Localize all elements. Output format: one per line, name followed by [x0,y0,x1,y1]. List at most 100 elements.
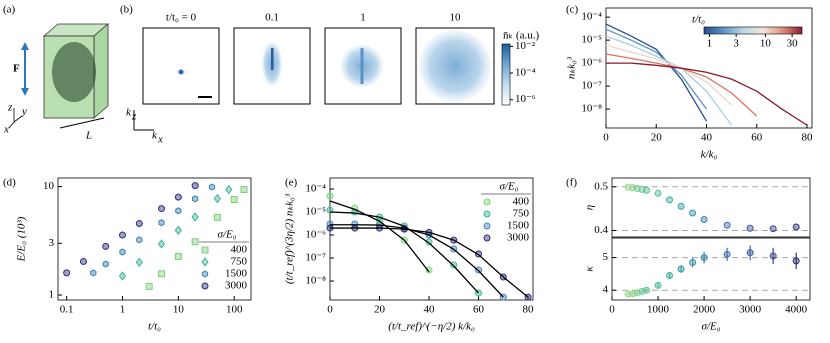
marker [746,224,754,232]
y-tick-label: 1 [49,289,55,301]
marker [157,239,166,249]
blob [178,69,184,75]
marker [666,196,674,204]
marker [118,231,126,239]
y-tick-label: 5 [603,251,609,263]
panel-a: (a) F L z y x [3,4,110,142]
y-axis-label: κ [584,266,596,272]
axis-label: x [157,134,163,146]
legend-label: 750 [231,256,248,268]
y-tick-label: 10⁻⁵ [305,206,326,218]
marker [643,286,651,294]
marker [483,234,491,242]
x-tick-label: 4000 [785,304,808,316]
plot-frame [611,237,811,301]
marker [654,189,662,197]
marker [201,282,209,290]
legend-label: 1500 [225,268,248,280]
axis-label: k [126,107,132,119]
marker [102,242,110,250]
colorbar [501,43,511,106]
image-title: t/t₀ = 0 [166,12,197,24]
x-axis-label: k/k₀ [701,149,718,161]
x-tick-label: 2000 [693,304,716,316]
y-tick-label: 10⁻⁶ [305,229,326,241]
colorbar-tick-label: 1 [707,38,713,50]
marker [174,225,182,236]
x-tick-label: 0 [327,304,333,316]
x-tick-label: 0.1 [60,304,74,316]
marker [746,249,754,257]
colorbar-label: n̄ₖ (a.u.) [503,30,539,42]
axis-label: k [152,130,158,142]
marker [677,265,685,273]
legend-title: σ/E₀ [217,229,236,241]
colorbar-label: t/t₀ [692,14,705,26]
series-line [606,62,808,126]
particle-cloud [52,42,96,102]
x-tick-label: 40 [424,304,436,316]
y-tick-label: 10⁻⁴ [581,11,602,23]
colorbar-tick-label: 10⁻² [515,40,536,52]
y-tick-label: 0.5 [594,180,608,192]
x-tick-label: 80 [523,304,535,316]
marker [213,193,222,204]
series-line [329,211,480,294]
image-frame [142,27,220,105]
y-tick-label: 10⁻⁷ [305,252,326,264]
colorbar-tick-label: 10⁻⁴ [515,67,536,79]
marker [643,186,651,194]
plot-frame [605,7,813,129]
colorbar-tick-label: 30 [787,38,799,50]
colorbar [703,26,803,35]
legend-label: 750 [513,208,530,220]
cube-side [93,23,109,119]
length-arrow [59,117,105,129]
marker [201,270,209,278]
series-line [605,23,708,122]
blob [419,30,491,102]
axis-label: z [7,102,13,114]
marker [240,186,248,194]
y-tick-label: 0.4 [594,224,608,236]
colorbar-tick-label: 10⁻⁶ [515,93,536,105]
legend-label: 400 [513,196,530,208]
x-tick-label: 100 [226,304,243,316]
x-axis-label: (t/t_ref)^(−η/2) k/k₀ [388,321,475,333]
legend-label: 400 [231,244,248,256]
blob [271,48,274,70]
y-tick-label: 10⁻⁵ [581,34,602,46]
x-tick-label: 40 [701,132,713,144]
axis-label: y [21,106,27,118]
x-tick-label: 60 [473,304,485,316]
x-tick-label: 60 [751,132,763,144]
marker [723,221,731,229]
marker [135,257,143,268]
y-axis-label: (t/t_ref)^(3η/2) nₖk₀³ [284,193,296,284]
panel-label: (b) [120,4,133,16]
marker [700,216,708,224]
marker [654,281,662,289]
marker [158,219,165,227]
x-tick-label: 0 [603,132,609,144]
marker [450,261,458,269]
marker [158,205,166,213]
marker [175,207,182,215]
marker [79,257,87,265]
marker [483,222,491,230]
axis-label: x [3,124,9,136]
arrow-head [21,88,29,96]
marker [666,272,674,280]
image-title: 10 [450,12,462,24]
image-frame [233,27,311,105]
marker [483,198,491,206]
marker [208,183,216,191]
length-label: L [85,130,92,142]
series-line [605,28,708,110]
x-tick-label: 1000 [647,304,670,316]
series-line [605,44,733,106]
marker [191,182,199,190]
legend-label: 3000 [507,232,530,244]
marker [90,269,97,277]
marker [191,238,199,246]
